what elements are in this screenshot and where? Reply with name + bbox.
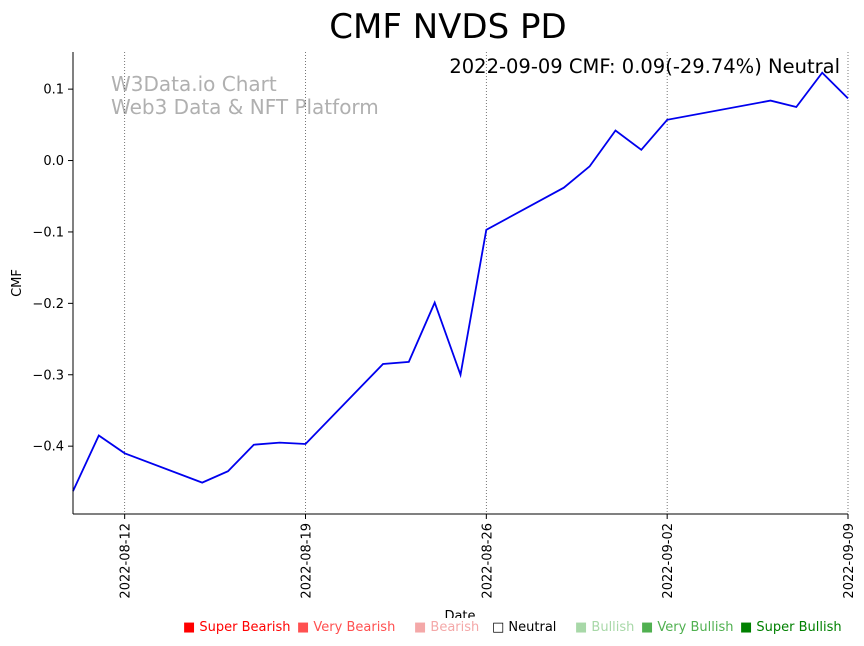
- x-tick-label: 2022-09-09: [842, 523, 857, 599]
- y-axis-label: CMF: [10, 269, 25, 297]
- x-tick-label: 2022-08-19: [300, 523, 315, 599]
- x-tick-label: 2022-08-26: [480, 523, 495, 599]
- y-tick-label: −0.2: [32, 297, 64, 312]
- y-tick-label: −0.1: [32, 225, 64, 240]
- y-tick-label: 0.0: [43, 154, 64, 169]
- legend-bearish: ■ Bearish: [414, 620, 480, 635]
- cmf-series-line: [72, 71, 849, 492]
- y-tick-label: −0.3: [32, 368, 64, 383]
- x-axis: 2022-08-12 2022-08-19 2022-08-26 2022-09-02…: [119, 514, 857, 599]
- y-axis: 0.1 0.0 −0.1 −0.2 −0.3 −0.4: [32, 83, 73, 455]
- x-tick-label: 2022-09-02: [661, 523, 676, 599]
- x-tick-label: 2022-08-12: [119, 523, 134, 599]
- y-tick-label: 0.1: [43, 83, 64, 98]
- legend-neutral: □ Neutral: [492, 620, 557, 635]
- chart-annotation: 2022-09-09 CMF: 0.09(-29.74%) Neutral: [449, 55, 840, 78]
- legend-super-bullish: ■ Super Bullish: [740, 620, 842, 635]
- cmf-chart: CMF NVDS PD W3Data.io Chart Web3 Data & …: [10, 7, 857, 618]
- legend-very-bearish: ■ Very Bearish: [297, 620, 396, 635]
- x-gridlines: [124, 52, 849, 514]
- legend-very-bullish: ■ Very Bullish: [641, 620, 734, 635]
- y-tick-label: −0.4: [32, 440, 64, 455]
- legend-bullish: ■ Bullish: [575, 620, 635, 635]
- chart-title: CMF NVDS PD: [329, 7, 566, 47]
- watermark-line-1: W3Data.io Chart: [111, 72, 277, 96]
- x-axis-label: Date: [444, 609, 475, 618]
- watermark-line-2: Web3 Data & NFT Platform: [111, 95, 379, 119]
- legend-super-bearish: ■ Super Bearish: [183, 620, 291, 635]
- sentiment-legend: ■ Super Bearish ■ Very Bearish ■ Bearish…: [0, 620, 864, 640]
